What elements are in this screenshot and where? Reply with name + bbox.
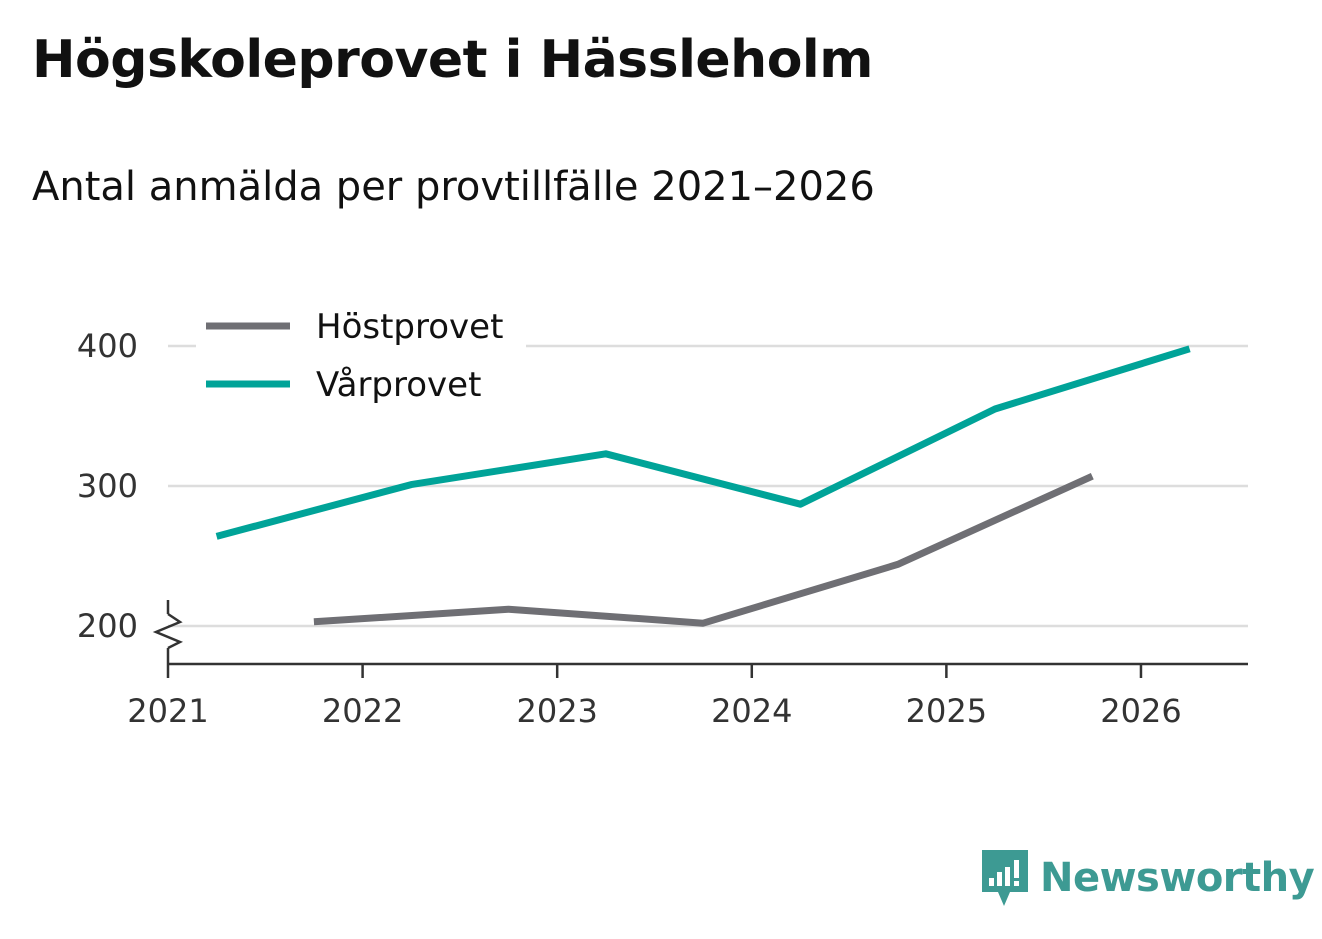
chart-title: Högskoleprovet i Hässleholm [32,30,873,90]
x-tick-label-2022: 2022 [322,692,403,730]
x-tick-label-2025: 2025 [906,692,987,730]
legend-label-hostprovet: Höstprovet [316,307,503,347]
x-tick-label-2021: 2021 [127,692,208,730]
newsworthy-logo: Newsworthy [980,848,1315,908]
legend-label-varprovet: Vårprovet [316,365,481,405]
axis-break-icon [152,612,184,650]
newsworthy-wordmark: Newsworthy [1040,855,1315,901]
chart-subtitle: Antal anmälda per provtillfälle 2021–202… [32,164,875,210]
series-line-hostprovet [313,473,1094,627]
series-lines [215,345,1191,627]
x-tick-label-2024: 2024 [711,692,792,730]
y-tick-label-300: 300 [77,467,138,505]
legend-background [196,300,526,418]
legend: Höstprovet Vårprovet [196,300,526,418]
axes: 200 300 400 2021 2022 2023 2024 2025 2026 [77,327,1248,730]
x-tick-label-2023: 2023 [516,692,597,730]
y-tick-label-400: 400 [77,327,138,365]
y-tick-label-200: 200 [77,607,138,645]
newsworthy-logo-icon [982,850,1028,906]
series-line-varprovet [215,345,1191,540]
x-tick-label-2026: 2026 [1100,692,1181,730]
